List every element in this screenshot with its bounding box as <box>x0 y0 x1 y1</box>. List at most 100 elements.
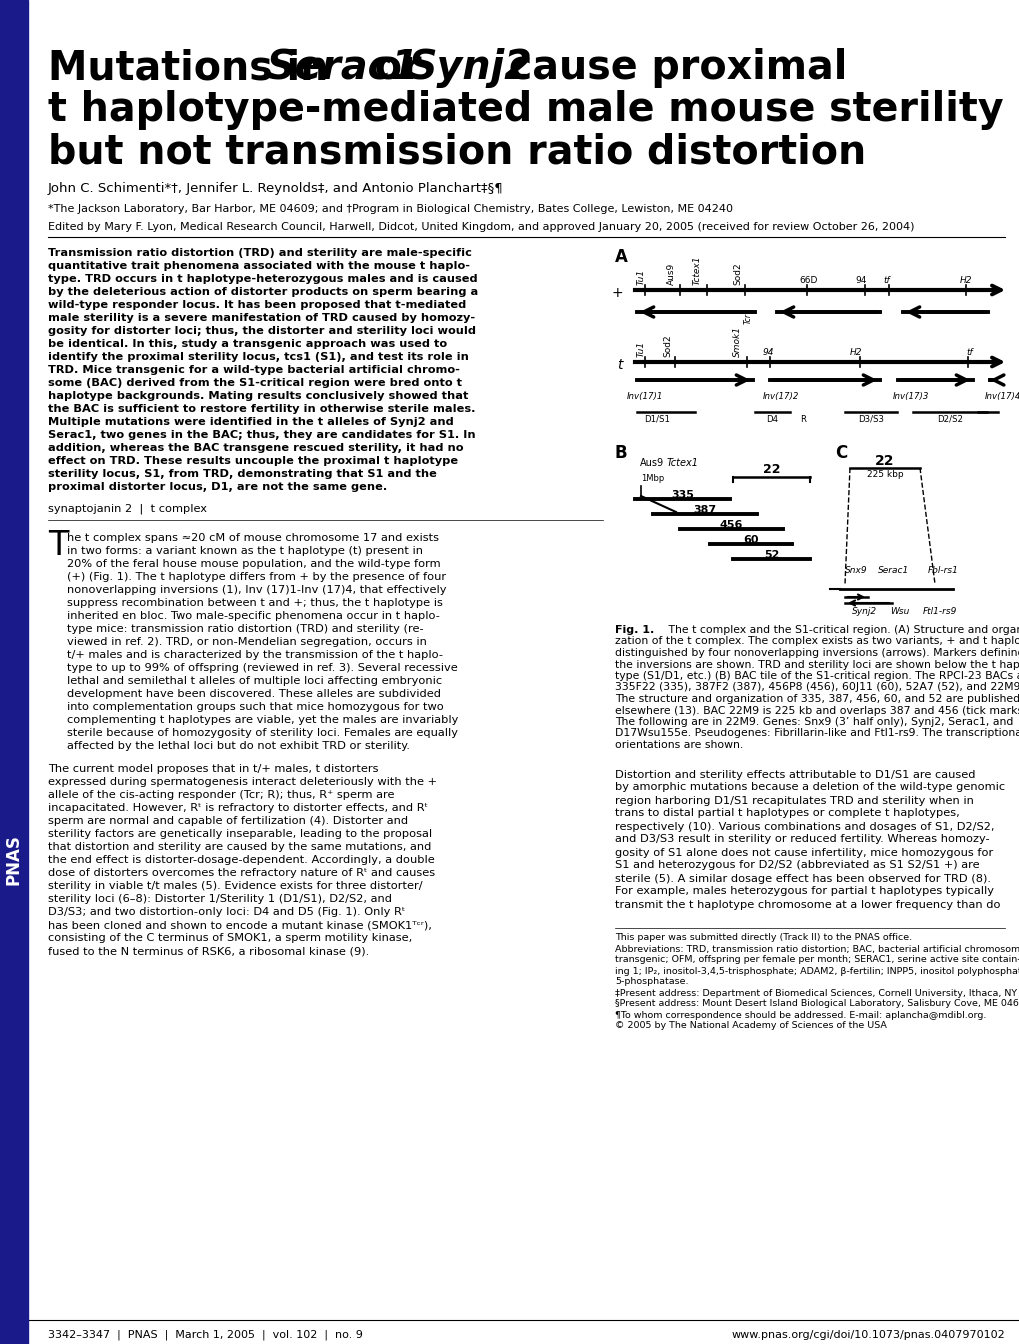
Text: respectively (10). Various combinations and dosages of S1, D2/S2,: respectively (10). Various combinations … <box>614 821 994 832</box>
Text: type mice: transmission ratio distortion (TRD) and sterility (re-: type mice: transmission ratio distortion… <box>67 624 423 634</box>
Text: 52: 52 <box>763 550 779 560</box>
Bar <box>0 0 28 1344</box>
Text: by amorphic mutations because a deletion of the wild-type genomic: by amorphic mutations because a deletion… <box>614 782 1004 793</box>
Text: Smok1: Smok1 <box>733 327 741 358</box>
Text: expressed during spermatogenesis interact deleteriously with the +: expressed during spermatogenesis interac… <box>48 777 436 788</box>
Text: ‡Present address: Department of Biomedical Sciences, Cornell University, Ithaca,: ‡Present address: Department of Biomedic… <box>614 988 1019 997</box>
Text: by the deleterious action of distorter products on sperm bearing a: by the deleterious action of distorter p… <box>48 288 478 297</box>
Text: D2/S2: D2/S2 <box>936 415 962 423</box>
Text: 387: 387 <box>693 505 716 515</box>
Text: T: T <box>48 530 68 562</box>
Text: *The Jackson Laboratory, Bar Harbor, ME 04609; and †Program in Biological Chemis: *The Jackson Laboratory, Bar Harbor, ME … <box>48 204 733 214</box>
Text: 5-phosphatase.: 5-phosphatase. <box>614 977 688 986</box>
Text: Transmission ratio distortion (TRD) and sterility are male-specific: Transmission ratio distortion (TRD) and … <box>48 249 472 258</box>
Text: D4: D4 <box>765 415 777 423</box>
Text: 335F22 (335), 387F2 (387), 456P8 (456), 60J11 (60), 52A7 (52), and 22M9 (22).: 335F22 (335), 387F2 (387), 456P8 (456), … <box>614 683 1019 692</box>
Text: haplotype backgrounds. Mating results conclusively showed that: haplotype backgrounds. Mating results co… <box>48 391 468 401</box>
Text: 66D: 66D <box>798 276 816 285</box>
Text: be identical. In this, study a transgenic approach was used to: be identical. In this, study a transgeni… <box>48 339 446 349</box>
Text: tf: tf <box>965 348 972 358</box>
Text: 20% of the feral house mouse population, and the wild-type form: 20% of the feral house mouse population,… <box>67 559 440 569</box>
Text: 3342–3347  |  PNAS  |  March 1, 2005  |  vol. 102  |  no. 9: 3342–3347 | PNAS | March 1, 2005 | vol. … <box>48 1331 363 1340</box>
Text: © 2005 by The National Academy of Sciences of the USA: © 2005 by The National Academy of Scienc… <box>614 1021 886 1031</box>
Text: Multiple mutations were identified in the t alleles of Synj2 and: Multiple mutations were identified in th… <box>48 417 453 427</box>
Text: +: + <box>610 286 623 300</box>
Text: nonoverlapping inversions (1), Inv (17)1-Inv (17)4, that effectively: nonoverlapping inversions (1), Inv (17)1… <box>67 585 446 595</box>
Text: sterility locus, S1, from TRD, demonstrating that S1 and the: sterility locus, S1, from TRD, demonstra… <box>48 469 436 478</box>
Text: Abbreviations: TRD, transmission ratio distortion; BAC, bacterial artificial chr: Abbreviations: TRD, transmission ratio d… <box>614 945 1019 953</box>
Text: Inv(17)4: Inv(17)4 <box>984 392 1019 401</box>
Text: that distortion and sterility are caused by the same mutations, and: that distortion and sterility are caused… <box>48 841 431 852</box>
Text: 94: 94 <box>762 348 773 358</box>
Text: complementing t haplotypes are viable, yet the males are invariably: complementing t haplotypes are viable, y… <box>67 715 458 724</box>
Text: synaptojanin 2  |  t complex: synaptojanin 2 | t complex <box>48 503 207 513</box>
Text: the inversions are shown. TRD and sterility loci are shown below the t haplo-: the inversions are shown. TRD and steril… <box>614 660 1019 669</box>
Text: 225 kbp: 225 kbp <box>866 470 903 478</box>
Text: Fig. 1.: Fig. 1. <box>614 625 653 634</box>
Text: John C. Schimenti*†, Jennifer L. Reynolds‡, and Antonio Planchart‡§¶: John C. Schimenti*†, Jennifer L. Reynold… <box>48 181 503 195</box>
Text: the BAC is sufficient to restore fertility in otherwise sterile males.: the BAC is sufficient to restore fertili… <box>48 405 475 414</box>
Text: Serac1: Serac1 <box>877 566 908 575</box>
Text: fused to the N terminus of RSK6, a ribosomal kinase (9).: fused to the N terminus of RSK6, a ribos… <box>48 946 369 956</box>
Text: in two forms: a variant known as the t haplotype (t) present in: in two forms: a variant known as the t h… <box>67 546 423 556</box>
Text: identify the proximal sterility locus, tcs1 (S1), and test its role in: identify the proximal sterility locus, t… <box>48 352 469 362</box>
Text: The t complex and the S1-critical region. (A) Structure and organi-: The t complex and the S1-critical region… <box>657 625 1019 634</box>
Text: §Present address: Mount Desert Island Biological Laboratory, Salisbury Cove, ME : §Present address: Mount Desert Island Bi… <box>614 1000 1019 1008</box>
Text: D17Wsu155e. Pseudogenes: Fibrillarin-like and Ftl1-rs9. The transcriptional: D17Wsu155e. Pseudogenes: Fibrillarin-lik… <box>614 728 1019 738</box>
Text: Synj2: Synj2 <box>851 607 876 616</box>
Text: A: A <box>614 249 628 266</box>
Text: sterile because of homozygosity of sterility loci. Females are equally: sterile because of homozygosity of steri… <box>67 728 458 738</box>
Text: H2: H2 <box>849 348 862 358</box>
Text: sterile (5). A similar dosage effect has been observed for TRD (8).: sterile (5). A similar dosage effect has… <box>614 874 990 883</box>
Text: 22: 22 <box>762 462 780 476</box>
Text: Inv(17)2: Inv(17)2 <box>762 392 799 401</box>
Text: proximal distorter locus, D1, are not the same gene.: proximal distorter locus, D1, are not th… <box>48 482 387 492</box>
Text: S1 and heterozygous for D2/S2 (abbreviated as S1 S2/S1 +) are: S1 and heterozygous for D2/S2 (abbreviat… <box>614 860 978 871</box>
Text: elsewhere (13). BAC 22M9 is 225 kb and overlaps 387 and 456 (tick marks). (C): elsewhere (13). BAC 22M9 is 225 kb and o… <box>614 706 1019 715</box>
Text: Edited by Mary F. Lyon, Medical Research Council, Harwell, Didcot, United Kingdo: Edited by Mary F. Lyon, Medical Research… <box>48 222 914 233</box>
Text: Fbl-rs1: Fbl-rs1 <box>927 566 958 575</box>
Text: trans to distal partial t haplotypes or complete t haplotypes,: trans to distal partial t haplotypes or … <box>614 809 959 818</box>
Text: 335: 335 <box>671 491 693 500</box>
Text: Tcr: Tcr <box>743 313 752 324</box>
Text: Sod2: Sod2 <box>733 262 741 285</box>
Text: or: or <box>361 48 435 87</box>
Text: C: C <box>835 444 847 462</box>
Text: t/+ males and is characterized by the transmission of the t haplo-: t/+ males and is characterized by the tr… <box>67 650 442 660</box>
Text: (+) (Fig. 1). The t haplotype differs from + by the presence of four: (+) (Fig. 1). The t haplotype differs fr… <box>67 573 445 582</box>
Text: Aus9: Aus9 <box>666 262 676 285</box>
Text: 60: 60 <box>743 535 758 546</box>
Text: TRD. Mice transgenic for a wild-type bacterial artificial chromo-: TRD. Mice transgenic for a wild-type bac… <box>48 366 460 375</box>
Text: Mutations in: Mutations in <box>48 48 341 87</box>
Text: R: R <box>799 415 805 423</box>
Text: t: t <box>616 358 623 372</box>
Text: type (S1/D1, etc.) (B) BAC tile of the S1-critical region. The RPCI-23 BACs are: type (S1/D1, etc.) (B) BAC tile of the S… <box>614 671 1019 681</box>
Text: cause proximal: cause proximal <box>494 48 847 87</box>
Text: consisting of the C terminus of SMOK1, a sperm motility kinase,: consisting of the C terminus of SMOK1, a… <box>48 933 412 943</box>
Text: has been cloned and shown to encode a mutant kinase (SMOK1ᵀᶜʳ),: has been cloned and shown to encode a mu… <box>48 921 431 930</box>
Text: type. TRD occurs in t haplotype-heterozygous males and is caused: type. TRD occurs in t haplotype-heterozy… <box>48 274 477 284</box>
Text: suppress recombination between t and +; thus, the t haplotype is: suppress recombination between t and +; … <box>67 598 442 607</box>
Text: some (BAC) derived from the S1-critical region were bred onto t: some (BAC) derived from the S1-critical … <box>48 378 462 388</box>
Text: B: B <box>614 444 627 462</box>
Text: D5: D5 <box>1018 415 1019 423</box>
Text: Tu1: Tu1 <box>637 269 645 285</box>
Text: effect on TRD. These results uncouple the proximal t haplotype: effect on TRD. These results uncouple th… <box>48 456 458 466</box>
Text: Wsu: Wsu <box>890 607 909 616</box>
Text: wild-type responder locus. It has been proposed that t-mediated: wild-type responder locus. It has been p… <box>48 300 466 310</box>
Text: lethal and semilethal t alleles of multiple loci affecting embryonic: lethal and semilethal t alleles of multi… <box>67 676 441 685</box>
Text: transgenic; OFM, offspring per female per month; SERAC1, serine active site cont: transgenic; OFM, offspring per female pe… <box>614 956 1019 965</box>
Text: region harboring D1/S1 recapitulates TRD and sterility when in: region harboring D1/S1 recapitulates TRD… <box>614 796 973 805</box>
Text: The following are in 22M9. Genes: Snx9 (3’ half only), Synj2, Serac1, and: The following are in 22M9. Genes: Snx9 (… <box>614 716 1013 727</box>
Text: ing 1; IP₂, inositol-3,4,5-trisphosphate; ADAM2, β-fertilin; INPP5, inositol pol: ing 1; IP₂, inositol-3,4,5-trisphosphate… <box>614 966 1019 976</box>
Text: quantitative trait phenomena associated with the mouse t haplo-: quantitative trait phenomena associated … <box>48 261 470 271</box>
Text: addition, whereas the BAC transgene rescued sterility, it had no: addition, whereas the BAC transgene resc… <box>48 444 463 453</box>
Text: development have been discovered. These alleles are subdivided: development have been discovered. These … <box>67 689 440 699</box>
Text: sterility loci (6–8): Distorter 1/Sterility 1 (D1/S1), D2/S2, and: sterility loci (6–8): Distorter 1/Steril… <box>48 894 391 905</box>
Text: Synj2: Synj2 <box>408 48 531 87</box>
Text: he t complex spans ≈20 cM of mouse chromosome 17 and exists: he t complex spans ≈20 cM of mouse chrom… <box>67 534 438 543</box>
Text: Distortion and sterility effects attributable to D1/S1 are caused: Distortion and sterility effects attribu… <box>614 770 974 780</box>
Text: incapacitated. However, Rᵗ is refractory to distorter effects, and Rᵗ: incapacitated. However, Rᵗ is refractory… <box>48 802 428 813</box>
Text: affected by the lethal loci but do not exhibit TRD or sterility.: affected by the lethal loci but do not e… <box>67 741 410 751</box>
Text: dose of distorters overcomes the refractory nature of Rᵗ and causes: dose of distorters overcomes the refract… <box>48 868 435 878</box>
